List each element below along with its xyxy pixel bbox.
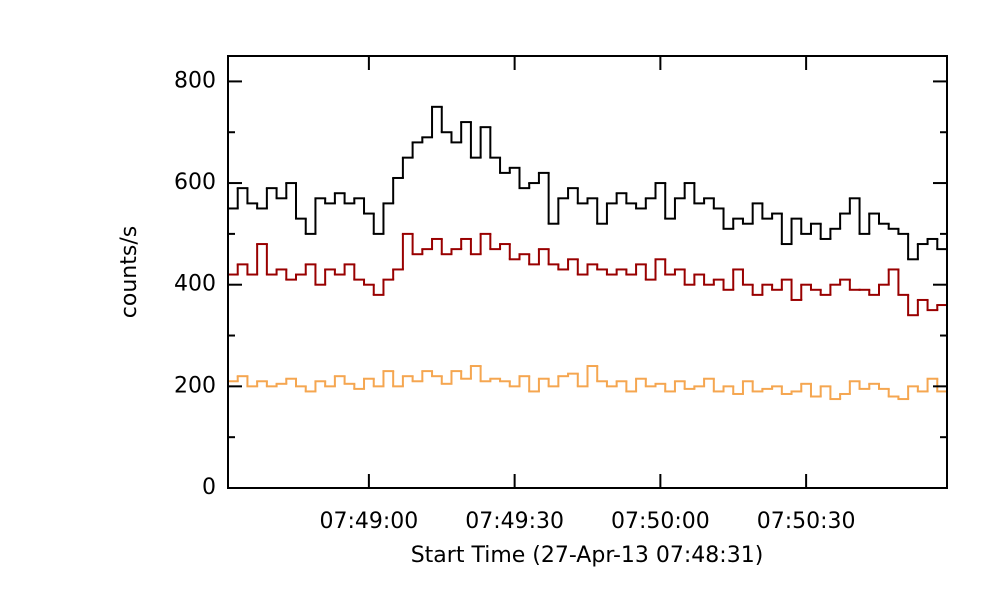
y-tick-label: 0 [202, 475, 216, 500]
x-tick-label: 07:50:30 [757, 509, 856, 534]
x-tick-label: 07:49:30 [465, 509, 564, 534]
y-axis-label: counts/s [117, 226, 142, 318]
series [227, 365, 948, 401]
plot-frame [227, 55, 948, 489]
x-tick-label: 07:50:00 [611, 509, 710, 534]
y-tick-label: 800 [174, 68, 216, 93]
x-axis-label: Start Time (27-Apr-13 07:48:31) [411, 543, 764, 568]
y-tick-label: 400 [174, 272, 216, 297]
series [227, 105, 948, 261]
y-tick-label: 600 [174, 170, 216, 195]
plot-area [227, 105, 948, 401]
series [227, 232, 948, 317]
y-tick-label: 200 [174, 373, 216, 398]
x-tick-label: 07:49:00 [319, 509, 418, 534]
